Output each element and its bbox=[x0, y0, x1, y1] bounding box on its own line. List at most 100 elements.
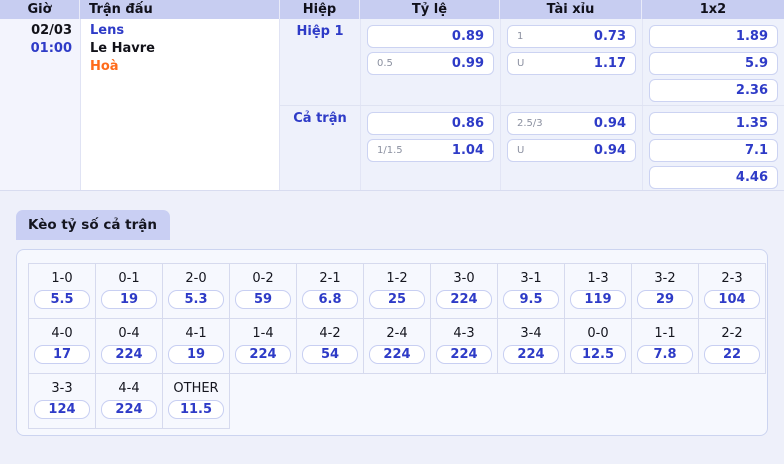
over-under-line: U bbox=[517, 58, 525, 69]
score-label: 2-4 bbox=[386, 326, 408, 341]
handicap-odds-column: 0.86 1/1.5 1.04 bbox=[360, 105, 500, 190]
score-odds-button[interactable]: 5.5 bbox=[34, 290, 90, 309]
1x2-odds-column: 1.35 7.1 4.46 bbox=[642, 105, 784, 190]
score-odds-button[interactable]: 6.8 bbox=[302, 290, 358, 309]
score-cell: 1-0 5.5 bbox=[28, 263, 96, 319]
1x2-away-odds-button[interactable]: 4.46 bbox=[649, 165, 778, 189]
match-time-cell: 02/03 01:00 bbox=[0, 19, 80, 190]
odds-value: 0.94 bbox=[593, 115, 626, 131]
correct-score-section: Kèo tỷ số cả trận 1-0 5.5 0-1 19 2-0 5.3 0-… bbox=[16, 210, 768, 436]
empty-cell bbox=[632, 374, 699, 429]
score-cell: 1-2 25 bbox=[363, 263, 431, 319]
score-cell: 2-0 5.3 bbox=[162, 263, 230, 319]
score-odds-button[interactable]: 119 bbox=[570, 290, 626, 309]
score-cell: 3-4 224 bbox=[497, 318, 565, 374]
score-label: 3-3 bbox=[51, 381, 73, 396]
score-odds-button[interactable]: 17 bbox=[34, 345, 90, 364]
score-odds-button[interactable]: 11.5 bbox=[168, 400, 224, 419]
score-cell: 0-2 59 bbox=[229, 263, 297, 319]
score-cell: OTHER 11.5 bbox=[162, 373, 230, 429]
score-cell: 0-4 224 bbox=[95, 318, 163, 374]
score-cell: 3-2 29 bbox=[631, 263, 699, 319]
column-header-half: Hiệp bbox=[280, 0, 360, 19]
score-label: 1-4 bbox=[252, 326, 274, 341]
score-cell: 1-4 224 bbox=[229, 318, 297, 374]
score-odds-button[interactable]: 104 bbox=[704, 290, 760, 309]
1x2-odds-column: 1.89 5.9 2.36 bbox=[642, 19, 784, 105]
score-odds-button[interactable]: 5.3 bbox=[168, 290, 224, 309]
score-odds-button[interactable]: 124 bbox=[34, 400, 90, 419]
odds-value: 2.36 bbox=[735, 83, 768, 98]
score-odds-button[interactable]: 19 bbox=[168, 345, 224, 364]
section-full-match: Cả trận 0.86 1/1.5 1.04 2.5/3 0.94 bbox=[280, 104, 784, 190]
section-label-full-match: Cả trận bbox=[293, 110, 347, 126]
odds-table: Giờ Trận đấu Hiệp Tỷ lệ Tài xỉu 1x2 02/0… bbox=[0, 0, 784, 191]
score-odds-button[interactable]: 224 bbox=[436, 290, 492, 309]
odds-value: 0.86 bbox=[451, 115, 484, 131]
odds-value: 0.99 bbox=[451, 56, 484, 71]
tab-correct-score[interactable]: Kèo tỷ số cả trận bbox=[16, 210, 170, 240]
score-odds-button[interactable]: 9.5 bbox=[503, 290, 559, 309]
score-odds-button[interactable]: 7.8 bbox=[637, 345, 693, 364]
score-cell: 0-1 19 bbox=[95, 263, 163, 319]
odds-value: 1.17 bbox=[593, 56, 626, 71]
score-odds-button[interactable]: 224 bbox=[101, 345, 157, 364]
odds-value: 0.89 bbox=[451, 29, 484, 44]
empty-cell bbox=[699, 374, 766, 429]
over-under-line: U bbox=[517, 144, 525, 156]
score-cell: 3-0 224 bbox=[430, 263, 498, 319]
match-row: 02/03 01:00 Lens Le Havre Hoà Hiệp 1 0.8… bbox=[0, 19, 784, 190]
score-odds-button[interactable]: 22 bbox=[704, 345, 760, 364]
score-label: 1-0 bbox=[51, 271, 73, 286]
score-cell: 4-2 54 bbox=[296, 318, 364, 374]
over-under-odds-button[interactable]: U 0.94 bbox=[507, 138, 636, 162]
score-odds-button[interactable]: 54 bbox=[302, 345, 358, 364]
1x2-home-odds-button[interactable]: 1.35 bbox=[649, 111, 778, 135]
score-label: 3-1 bbox=[520, 271, 542, 286]
1x2-draw-odds-button[interactable]: 7.1 bbox=[649, 138, 778, 162]
odds-block: Hiệp 1 0.89 0.5 0.99 1 0.73 bbox=[280, 19, 784, 190]
odds-table-header: Giờ Trận đấu Hiệp Tỷ lệ Tài xỉu 1x2 bbox=[0, 0, 784, 19]
score-odds-button[interactable]: 224 bbox=[503, 345, 559, 364]
over-under-line: 1 bbox=[517, 31, 524, 42]
score-label: 0-0 bbox=[587, 326, 609, 341]
over-under-odds-column: 1 0.73 U 1.17 bbox=[500, 19, 642, 105]
score-odds-button[interactable]: 19 bbox=[101, 290, 157, 309]
score-odds-button[interactable]: 224 bbox=[436, 345, 492, 364]
1x2-away-odds-button[interactable]: 2.36 bbox=[649, 79, 778, 102]
score-odds-button[interactable]: 224 bbox=[101, 400, 157, 419]
over-under-odds-column: 2.5/3 0.94 U 0.94 bbox=[500, 105, 642, 190]
1x2-draw-odds-button[interactable]: 5.9 bbox=[649, 52, 778, 75]
score-cell: 1-1 7.8 bbox=[631, 318, 699, 374]
handicap-odds-button[interactable]: 0.89 bbox=[367, 25, 494, 48]
over-under-odds-button[interactable]: U 1.17 bbox=[507, 52, 636, 75]
handicap-odds-button[interactable]: 1/1.5 1.04 bbox=[367, 138, 494, 162]
score-label: 1-2 bbox=[386, 271, 408, 286]
score-odds-button[interactable]: 25 bbox=[369, 290, 425, 309]
score-label: 0-2 bbox=[252, 271, 274, 286]
score-odds-button[interactable]: 59 bbox=[235, 290, 291, 309]
home-team-link[interactable]: Lens bbox=[90, 23, 125, 38]
score-odds-button[interactable]: 12.5 bbox=[570, 345, 626, 364]
score-cell: 2-4 224 bbox=[363, 318, 431, 374]
column-header-over-under: Tài xỉu bbox=[500, 0, 642, 19]
score-label: 3-0 bbox=[453, 271, 475, 286]
column-header-match: Trận đấu bbox=[80, 0, 280, 19]
score-cell: 2-1 6.8 bbox=[296, 263, 364, 319]
handicap-odds-button[interactable]: 0.5 0.99 bbox=[367, 52, 494, 75]
over-under-odds-button[interactable]: 1 0.73 bbox=[507, 25, 636, 48]
score-label: 4-2 bbox=[319, 326, 341, 341]
odds-value: 1.89 bbox=[735, 29, 768, 44]
score-odds-button[interactable]: 29 bbox=[637, 290, 693, 309]
odds-value: 7.1 bbox=[744, 142, 768, 158]
score-label: 1-1 bbox=[654, 326, 676, 341]
empty-cell bbox=[431, 374, 498, 429]
score-odds-button[interactable]: 224 bbox=[369, 345, 425, 364]
match-result-label: Hoà bbox=[90, 59, 119, 74]
score-odds-button[interactable]: 224 bbox=[235, 345, 291, 364]
away-team-label[interactable]: Le Havre bbox=[90, 41, 155, 56]
1x2-home-odds-button[interactable]: 1.89 bbox=[649, 25, 778, 48]
score-label: 4-4 bbox=[118, 381, 140, 396]
handicap-odds-button[interactable]: 0.86 bbox=[367, 111, 494, 135]
over-under-odds-button[interactable]: 2.5/3 0.94 bbox=[507, 111, 636, 135]
